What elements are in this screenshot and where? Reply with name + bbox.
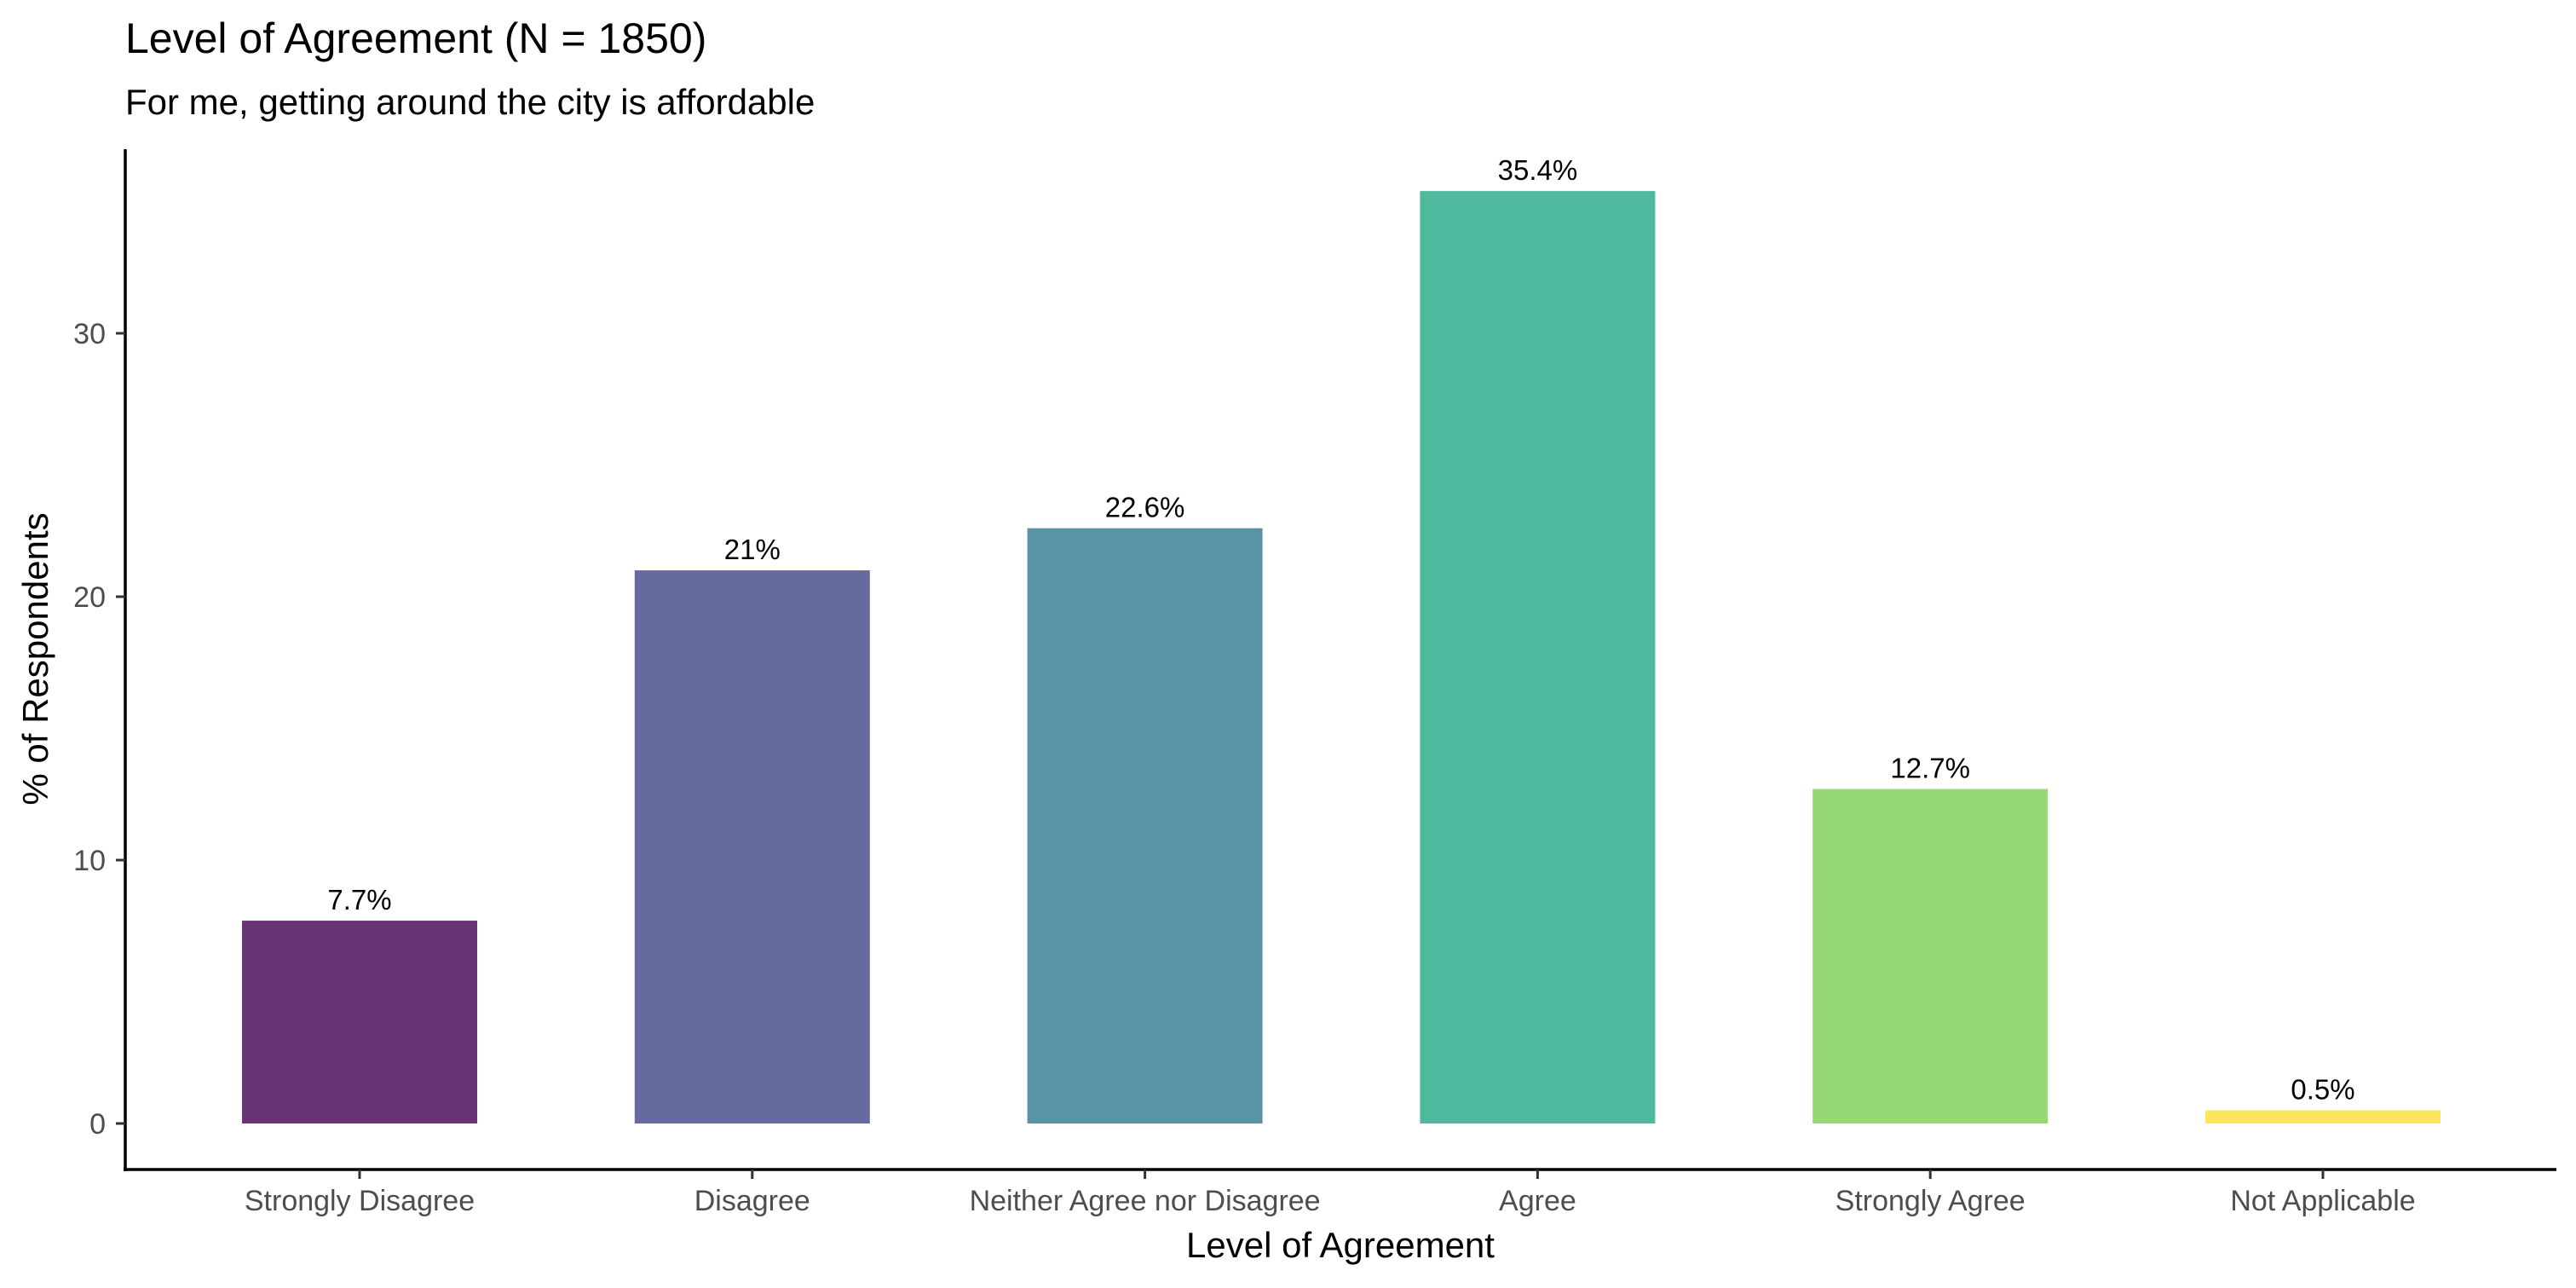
x-tick-label-disagree: Disagree	[694, 1185, 810, 1217]
data-label-not-applicable: 0.5%	[2291, 1074, 2354, 1106]
bar-strongly-disagree	[242, 921, 477, 1123]
y-tick-label-30: 30	[73, 318, 106, 350]
bar-neither-agree-nor-disagree	[1027, 528, 1263, 1123]
x-tick-label-not-applicable: Not Applicable	[2230, 1185, 2415, 1217]
bar-agree	[1420, 191, 1656, 1123]
x-tick-label-strongly-agree: Strongly Agree	[1835, 1185, 2026, 1217]
data-label-neither-agree-nor-disagree: 22.6%	[1105, 492, 1185, 523]
data-label-agree: 35.4%	[1498, 154, 1578, 186]
y-axis: 0 10 20 30	[73, 149, 127, 1171]
data-label-strongly-agree: 12.7%	[1890, 753, 1970, 784]
x-axis-title: Level of Agreement	[1186, 1225, 1495, 1265]
bar-disagree	[634, 570, 870, 1123]
chart-subtitle: For me, getting around the city is affor…	[125, 82, 815, 122]
data-label-disagree: 21%	[724, 534, 781, 565]
x-axis: Strongly Disagree Disagree Neither Agree n…	[124, 1168, 2556, 1217]
y-tick-label-10: 10	[73, 845, 106, 877]
y-tick-label-0: 0	[89, 1108, 106, 1141]
x-tick-label-strongly-disagree: Strongly Disagree	[245, 1185, 475, 1217]
data-label-strongly-disagree: 7.7%	[327, 884, 391, 915]
x-tick-label-neither-agree-nor-disagree: Neither Agree nor Disagree	[970, 1185, 1321, 1217]
x-tick-label-agree: Agree	[1499, 1185, 1576, 1217]
chart-title: Level of Agreement (N = 1850)	[125, 14, 706, 62]
bar-not-applicable	[2205, 1110, 2441, 1123]
y-tick-label-20: 20	[73, 581, 106, 614]
y-axis-title: % of Respondents	[15, 512, 55, 805]
bar-strongly-agree	[1812, 788, 2049, 1123]
bars-group	[242, 191, 2441, 1123]
data-labels-group: 7.7% 21% 22.6% 35.4% 12.7% 0.5%	[327, 154, 2354, 1105]
